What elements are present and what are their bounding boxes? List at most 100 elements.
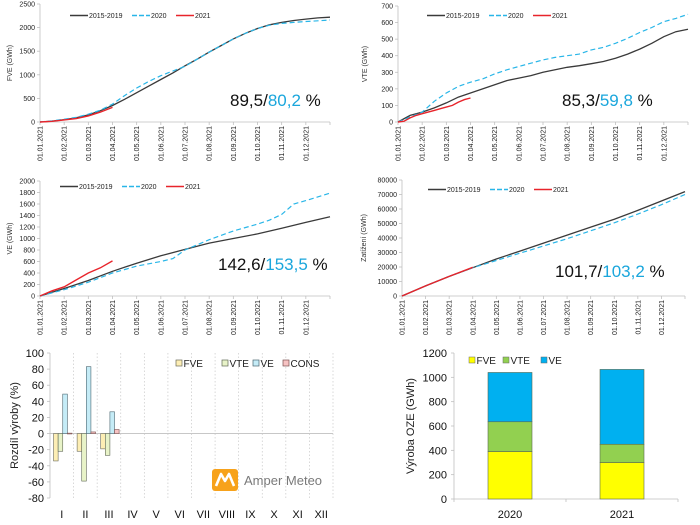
legend-label: CONS — [291, 359, 320, 370]
y-tick-label: -80 — [28, 493, 44, 505]
percent-sign: % — [301, 91, 321, 110]
legend-label: FVE — [184, 359, 204, 370]
y-tick-label: 20000 — [378, 265, 398, 272]
y-axis-label: Výroba OZE (GWh) — [405, 378, 417, 474]
legend-swatch-VE — [540, 356, 548, 364]
series-line-2015-2019 — [397, 28, 689, 123]
x-tick-label: 01.06.2021 — [516, 126, 523, 161]
y-tick-label: 100 — [381, 103, 393, 110]
y-tick-label: 1600 — [19, 202, 35, 209]
bar-FVE-III — [100, 433, 106, 450]
y-tick-label: 50000 — [378, 221, 398, 228]
y-tick-label: 500 — [23, 96, 35, 103]
percent-vs-average: 142,6/ — [218, 255, 266, 274]
chart-fve: 0 500 1000 1500 2000 2500 01.01.2021 01.02.2021… — [7, 2, 331, 161]
chart-ve: 0 200 400 600 800 1000 1200 1400 1600 1800 2000 01.… — [7, 179, 331, 335]
legend-swatch-FVE — [468, 356, 476, 364]
legend-label: 2020 — [141, 184, 157, 191]
legend-swatch-VE — [252, 359, 260, 367]
y-tick-label: 1000 — [19, 72, 35, 79]
x-tick-label: 01.04.2021 — [110, 126, 117, 161]
percent-annotation: 101,7/103,2 % — [555, 262, 665, 281]
series-line-2020 — [39, 192, 331, 297]
x-tick-label: 01.03.2021 — [444, 126, 451, 161]
y-tick-label: 400 — [381, 53, 393, 60]
y-tick-label: 20 — [32, 412, 44, 424]
y-axis-label: Zatížení (GWh) — [361, 214, 368, 262]
x-tick-label: 01.12.2021 — [659, 300, 666, 335]
legend-label: 2020 — [509, 187, 525, 194]
bar-VTE-III — [105, 433, 111, 456]
x-tick-label: II — [82, 509, 88, 521]
series-line-2021 — [397, 97, 471, 123]
series-line-2021 — [39, 260, 113, 297]
y-tick-label: 400 — [429, 445, 447, 457]
x-tick-label: 01.12.2021 — [303, 126, 310, 161]
x-tick-label: 01.06.2021 — [158, 300, 165, 335]
x-tick-label: XI — [292, 509, 302, 521]
bar-FVE-2020 — [487, 451, 533, 500]
bar-VTE-2020 — [487, 421, 533, 452]
y-tick-label: 40 — [32, 396, 44, 408]
y-tick-label: 600 — [429, 421, 447, 433]
y-tick-label: 1200 — [19, 225, 35, 232]
y-tick-label: 0 — [31, 294, 35, 301]
y-tick-label: 600 — [381, 20, 393, 27]
y-tick-label: 1400 — [19, 213, 35, 220]
bar-VTE-2021 — [599, 443, 645, 463]
y-tick-label: 30000 — [378, 250, 398, 257]
legend-label: 2021 — [185, 184, 201, 191]
y-tick-label: 0 — [389, 120, 393, 127]
x-tick-label: 2021 — [610, 509, 634, 521]
x-tick-label: 01.12.2021 — [661, 126, 668, 161]
percent-annotation: 142,6/153,5 % — [218, 255, 328, 274]
y-tick-label: 1000 — [19, 236, 35, 243]
x-tick-label: I — [60, 509, 63, 521]
x-tick-label: 01.02.2021 — [420, 126, 427, 161]
y-tick-label: 2000 — [19, 25, 35, 32]
y-tick-label: 60000 — [378, 207, 398, 214]
y-tick-label: 1800 — [19, 190, 35, 197]
y-tick-label: 1200 — [423, 348, 447, 360]
bar-FVE-2021 — [599, 462, 645, 500]
x-tick-label: 01.06.2021 — [517, 300, 524, 335]
legend-label: VE — [261, 359, 275, 370]
y-tick-label: 40000 — [378, 236, 398, 243]
x-tick-label: VIII — [219, 509, 236, 521]
x-tick-label: 01.06.2021 — [158, 126, 165, 161]
series-line-2020 — [397, 13, 689, 123]
y-tick-label: 70000 — [378, 192, 398, 199]
x-tick-label: 01.10.2021 — [613, 126, 620, 161]
x-tick-label: 01.10.2021 — [255, 126, 262, 161]
y-tick-label: 800 — [429, 397, 447, 409]
series-line-2020 — [39, 19, 331, 123]
y-tick-label: 300 — [381, 70, 393, 77]
y-tick-label: 1500 — [19, 49, 35, 56]
bar-CONS-I — [67, 432, 73, 435]
bar-VE-II — [86, 366, 92, 434]
legend-label: VTE — [230, 359, 250, 370]
x-tick-label: 01.03.2021 — [86, 126, 93, 161]
x-tick-label: IX — [245, 509, 256, 521]
bar-FVE-II — [76, 433, 83, 452]
legend-label: 2020 — [508, 13, 524, 20]
x-tick-label: 01.04.2021 — [110, 300, 117, 335]
logo-mark — [214, 472, 236, 487]
x-tick-label: 01.01.2021 — [38, 300, 45, 335]
bar-CONS-III — [114, 429, 120, 434]
bar-VE-2020 — [487, 372, 533, 423]
x-tick-label: 2020 — [498, 509, 522, 521]
x-tick-label: 01.10.2021 — [255, 300, 262, 335]
x-tick-label: 01.12.2021 — [303, 300, 310, 335]
y-tick-label: -20 — [28, 445, 44, 457]
x-tick-label: VII — [197, 509, 210, 521]
x-tick-label: 01.09.2021 — [589, 126, 596, 161]
x-tick-label: 01.05.2021 — [494, 300, 501, 335]
bar-VTE-II — [81, 433, 87, 482]
x-tick-label: 01.11.2021 — [279, 300, 286, 335]
y-axis-label: Rozdíl výroby (%) — [9, 382, 21, 469]
y-axis-label: FVE (GWh) — [7, 45, 14, 81]
legend-label: 2021 — [553, 187, 569, 194]
legend-swatch-CONS — [282, 359, 290, 367]
